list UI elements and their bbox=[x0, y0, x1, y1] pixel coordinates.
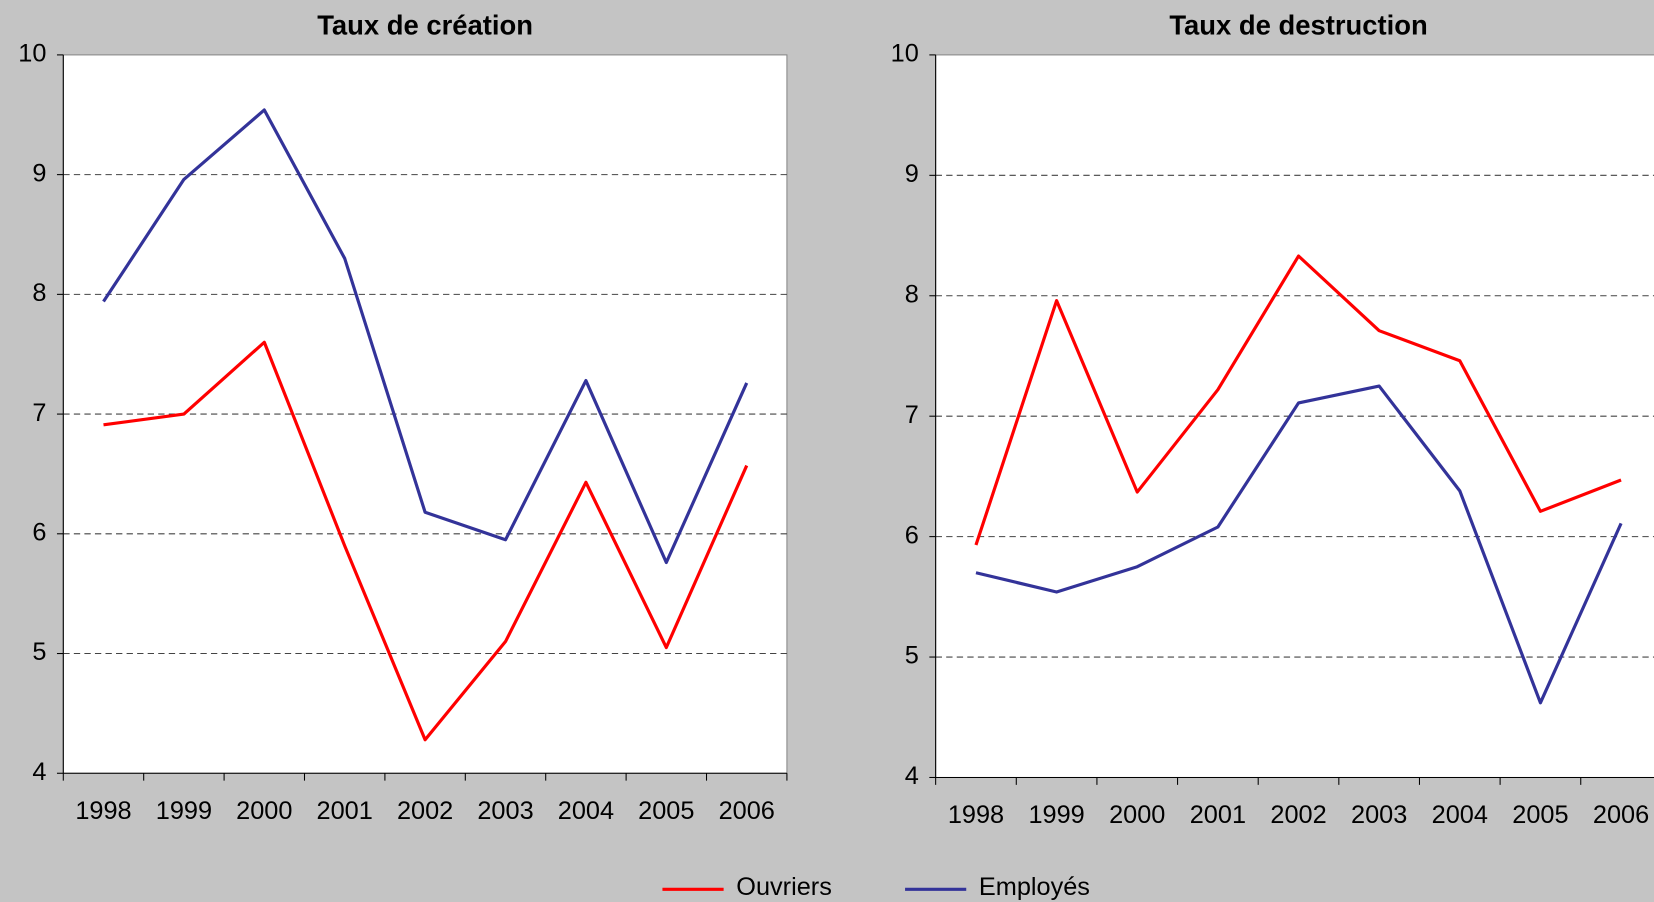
x-tick-label: 2000 bbox=[236, 797, 292, 825]
y-tick-label: 10 bbox=[891, 40, 919, 68]
x-tick-label: 2006 bbox=[1593, 801, 1649, 829]
y-tick-label: 8 bbox=[32, 279, 46, 307]
y-tick-label: 9 bbox=[32, 159, 46, 187]
y-tick-label: 10 bbox=[18, 40, 46, 68]
y-tick-label: 4 bbox=[905, 762, 919, 790]
y-tick-label: 9 bbox=[905, 160, 919, 188]
series-line bbox=[103, 340, 749, 742]
x-tick-label: 1999 bbox=[1028, 801, 1084, 829]
x-tick-label: 2004 bbox=[1432, 801, 1488, 829]
x-tick-label: 2001 bbox=[1190, 801, 1246, 829]
y-tick-label: 6 bbox=[32, 518, 46, 546]
x-tick-label: 2002 bbox=[1270, 801, 1326, 829]
y-tick-label: 8 bbox=[905, 280, 919, 308]
x-tick-label: 1999 bbox=[156, 797, 212, 825]
legend-label: Employés bbox=[979, 873, 1090, 901]
y-tick-label: 5 bbox=[32, 638, 46, 666]
y-tick-label: 7 bbox=[905, 401, 919, 429]
chart-title: Taux de destruction bbox=[1169, 10, 1427, 41]
x-tick-label: 1998 bbox=[75, 797, 131, 825]
chart-title: Taux de création bbox=[317, 10, 533, 41]
x-tick-label: 2003 bbox=[1351, 801, 1407, 829]
x-tick-label: 2005 bbox=[1512, 801, 1568, 829]
x-tick-label: 2001 bbox=[317, 797, 373, 825]
x-tick-label: 1998 bbox=[948, 801, 1004, 829]
x-tick-label: 2000 bbox=[1109, 801, 1165, 829]
x-tick-label: 2006 bbox=[719, 797, 775, 825]
legend-label: Ouvriers bbox=[736, 873, 832, 901]
x-tick-label: 2004 bbox=[558, 797, 614, 825]
y-tick-label: 6 bbox=[905, 521, 919, 549]
series-line bbox=[102, 108, 749, 565]
series-line bbox=[974, 254, 1622, 546]
y-tick-label: 4 bbox=[32, 758, 46, 786]
series-line bbox=[975, 384, 1623, 705]
x-tick-label: 2003 bbox=[477, 797, 533, 825]
y-tick-label: 5 bbox=[905, 642, 919, 670]
x-tick-label: 2005 bbox=[638, 797, 694, 825]
x-tick-label: 2002 bbox=[397, 797, 453, 825]
y-tick-label: 7 bbox=[32, 399, 46, 427]
